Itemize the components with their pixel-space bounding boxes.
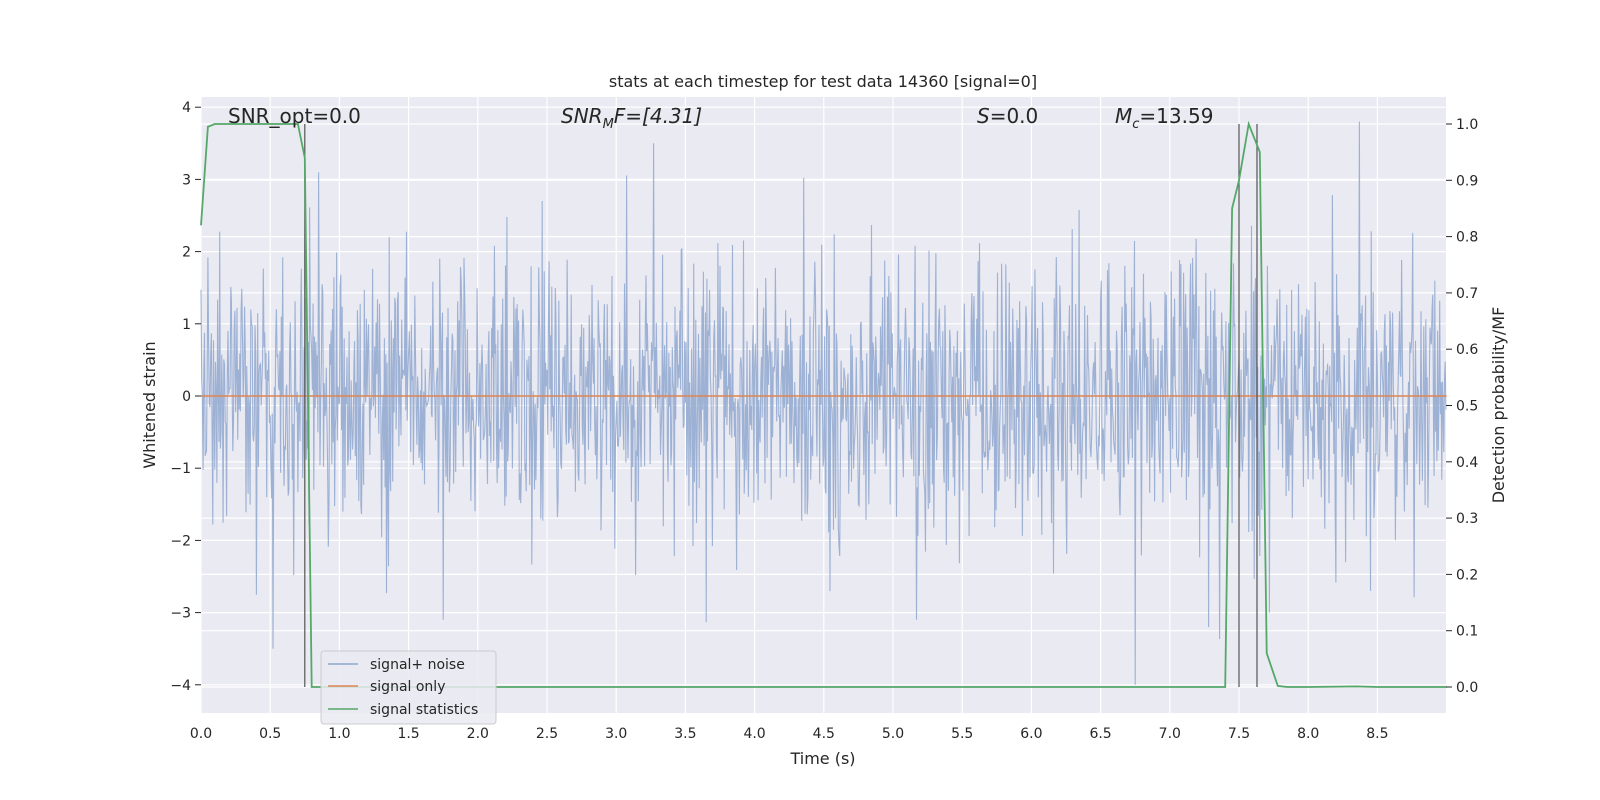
x-tick-label: 8.5	[1366, 726, 1388, 742]
y-tick-label: −1	[170, 461, 191, 477]
annotation-s-symbol: S	[977, 104, 990, 128]
y-tick-label: 1	[182, 317, 191, 333]
y-right-tick-label: 1.0	[1456, 117, 1478, 133]
x-tick-label: 2.5	[536, 726, 558, 742]
x-tick-label: 0.5	[259, 726, 281, 742]
annotation-mc-symbol: M	[1115, 104, 1132, 128]
x-tick-label: 1.0	[328, 726, 350, 742]
legend-label-signal-statistics: signal statistics	[370, 702, 478, 718]
x-tick-label: 6.0	[1020, 726, 1042, 742]
y-tick-label: 3	[182, 172, 191, 188]
annotation-snr-opt: SNR_opt=0.0	[228, 104, 361, 128]
y-right-tick-label: 0.9	[1456, 173, 1478, 189]
y-tick-label: 2	[182, 245, 191, 261]
y-axis-label-right: Detection probability/MF	[1489, 307, 1508, 504]
legend-box	[320, 650, 497, 725]
y-right-tick-label: 0.3	[1456, 511, 1478, 527]
annotation-snr-mf-symbol: SNR	[561, 104, 603, 128]
y-right-tick-label: 0.2	[1456, 567, 1478, 583]
annotation-snr-mf: SNRMF=[4.31]	[561, 104, 702, 132]
x-tick-label: 5.0	[882, 726, 904, 742]
annotation-snr-mf-rest: F=[4.31]	[614, 104, 702, 128]
y-right-tick-label: 0.4	[1456, 455, 1478, 471]
signal-statistics-series	[200, 120, 1447, 688]
y-right-tick-label: 0.1	[1456, 624, 1478, 640]
x-tick-label: 7.5	[1228, 726, 1250, 742]
annotation-mc-rest: =13.59	[1139, 104, 1213, 128]
x-axis-label: Time (s)	[789, 749, 855, 768]
x-tick-label: 7.0	[1159, 726, 1181, 742]
x-tick-label: 1.5	[397, 726, 419, 742]
y-tick-label: −4	[170, 678, 191, 694]
y-tick-label: −3	[170, 606, 191, 622]
x-tick-label: 6.5	[1089, 726, 1111, 742]
y-right-tick-label: 0.0	[1456, 680, 1478, 696]
legend: signal+ noise signal only signal statist…	[320, 650, 497, 725]
x-tick-label: 2.0	[467, 726, 489, 742]
x-tick-label: 3.5	[674, 726, 696, 742]
y-right-tick-label: 0.5	[1456, 399, 1478, 415]
y-right-tick-label: 0.7	[1456, 286, 1478, 302]
chart-title: stats at each timestep for test data 143…	[609, 72, 1037, 91]
y-ticks-left: 4 3 2 1 0 −1 −2 −3 −4	[170, 100, 201, 694]
x-tick-label: 3.0	[605, 726, 627, 742]
y-right-tick-label: 0.8	[1456, 230, 1478, 246]
y-tick-label: 0	[182, 389, 191, 405]
x-ticks: 0.0 0.5 1.0 1.5 2.0 2.5 3.0 3.5 4.0 4.5 5.0 5.5 6.0 6…	[190, 726, 1389, 742]
legend-label-signal-noise: signal+ noise	[370, 657, 465, 673]
annotation-snr-mf-subscript: M	[603, 117, 614, 132]
y-right-tick-label: 0.6	[1456, 342, 1478, 358]
x-tick-label: 8.0	[1297, 726, 1319, 742]
annotation-s: S=0.0	[977, 104, 1038, 128]
annotation-s-rest: =0.0	[990, 104, 1039, 128]
y-ticks-right: 1.0 0.9 0.8 0.7 0.6 0.5 0.4 0.3 0.2 0.1 0.0	[1446, 117, 1478, 696]
annotation-mc: Mc=13.59	[1115, 104, 1213, 132]
y-tick-label: −2	[170, 533, 191, 549]
x-tick-label: 5.5	[951, 726, 973, 742]
x-tick-label: 0.0	[190, 726, 212, 742]
annotation-mc-subscript: c	[1132, 117, 1139, 132]
x-tick-label: 4.5	[813, 726, 835, 742]
signal-statistics-line	[200, 120, 1447, 688]
legend-label-signal-only: signal only	[370, 679, 445, 695]
y-tick-label: 4	[182, 100, 191, 116]
x-tick-label: 4.0	[743, 726, 765, 742]
y-axis-label: Whitened strain	[140, 341, 159, 468]
